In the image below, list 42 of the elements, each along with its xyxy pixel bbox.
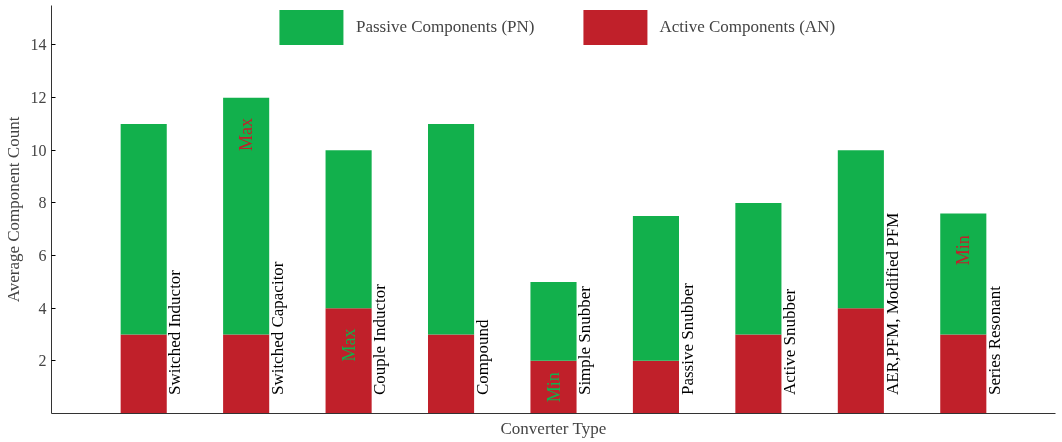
x-tick-label: Compound xyxy=(472,319,492,396)
bar xyxy=(428,123,475,335)
bar xyxy=(837,150,884,309)
y-tick-label: 14 xyxy=(30,36,47,54)
data-label: Min xyxy=(543,372,564,403)
bar xyxy=(837,308,884,414)
bar xyxy=(632,360,679,414)
bar xyxy=(940,213,987,335)
bar xyxy=(735,334,782,414)
bar xyxy=(428,334,475,414)
x-tick-label: Switched Inductor xyxy=(165,269,185,396)
x-tick-label: Couple Inductor xyxy=(370,283,390,396)
bar xyxy=(632,216,679,361)
bar xyxy=(735,202,782,335)
data-label: Min xyxy=(953,235,974,266)
y-tick-label: 2 xyxy=(38,352,47,370)
y-tick-label: 8 xyxy=(38,194,47,212)
x-tick-label: Series Resonant xyxy=(985,285,1005,396)
data-label: Max xyxy=(338,328,359,362)
x-tick-label: Simple Snubber xyxy=(575,285,595,396)
y-axis-title: Average Component Count xyxy=(3,116,23,303)
y-tick-label: 4 xyxy=(38,299,47,317)
y-tick-label: 6 xyxy=(38,247,47,265)
x-tick-label: Active Snubber xyxy=(780,288,800,396)
legend-label: Passive Components (PN) xyxy=(355,17,535,37)
bar xyxy=(530,360,577,414)
bar xyxy=(223,97,270,335)
data-label: Max xyxy=(236,117,257,151)
legend-label: Active Components (AN) xyxy=(659,17,836,37)
bar xyxy=(120,123,167,335)
y-tick-label: 12 xyxy=(30,89,47,107)
bar xyxy=(940,334,987,414)
bar xyxy=(530,281,577,361)
y-tick-label: 10 xyxy=(30,141,47,159)
x-tick-label: Switched Capacitor xyxy=(267,261,287,396)
x-axis-title: Converter Type xyxy=(500,418,607,438)
x-tick-label: AER,PFM, Modified PFM xyxy=(882,212,902,396)
x-tick-label: Passive Snubber xyxy=(677,282,697,396)
bar xyxy=(325,308,372,414)
bar xyxy=(325,150,372,309)
bar xyxy=(120,334,167,414)
bar xyxy=(223,334,270,414)
